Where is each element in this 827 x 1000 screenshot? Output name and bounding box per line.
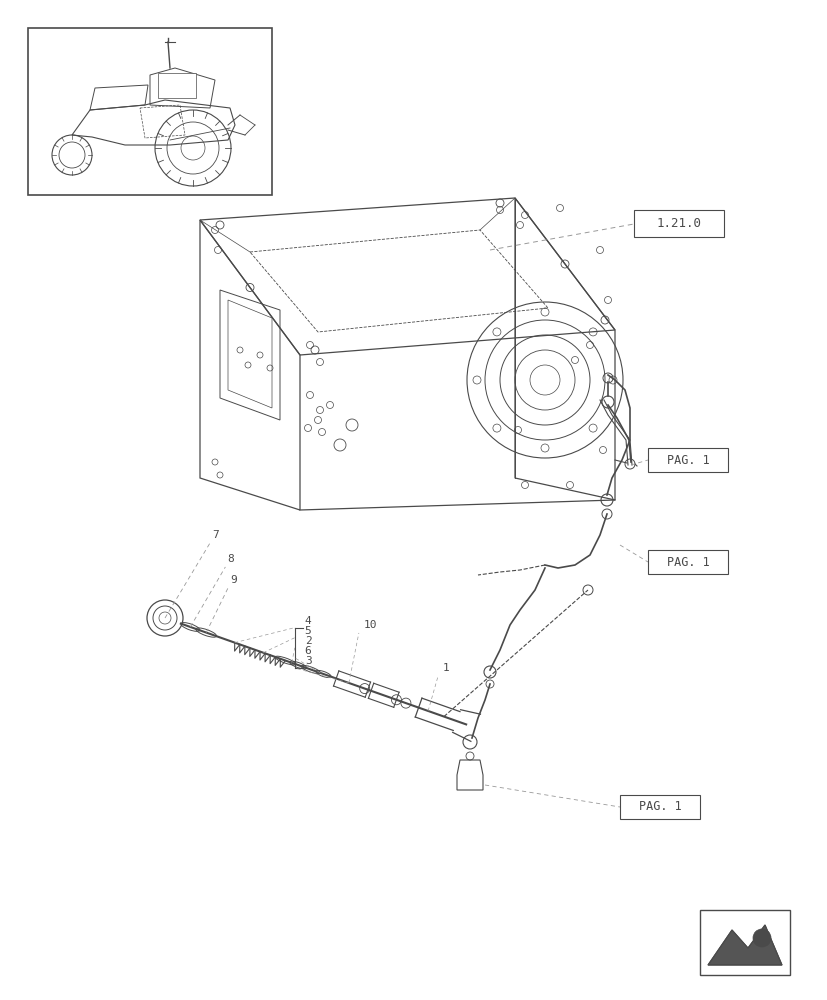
Bar xyxy=(619,795,699,819)
Text: 2: 2 xyxy=(304,636,311,646)
Bar xyxy=(633,210,723,237)
Text: 3: 3 xyxy=(304,656,311,666)
Bar xyxy=(28,28,272,195)
Text: 6: 6 xyxy=(304,646,311,656)
Text: 10: 10 xyxy=(363,620,377,630)
Text: 1: 1 xyxy=(442,663,449,673)
Text: 8: 8 xyxy=(227,554,234,564)
Text: 7: 7 xyxy=(212,530,218,540)
Text: PAG. 1: PAG. 1 xyxy=(666,454,709,466)
Circle shape xyxy=(752,929,770,947)
Text: 4: 4 xyxy=(304,616,311,626)
Bar xyxy=(648,448,727,472)
Bar xyxy=(648,550,727,574)
Bar xyxy=(158,73,196,98)
Text: 1.21.0: 1.21.0 xyxy=(656,217,700,230)
Text: PAG. 1: PAG. 1 xyxy=(638,800,681,814)
Polygon shape xyxy=(707,925,781,965)
Bar xyxy=(699,910,789,975)
Text: PAG. 1: PAG. 1 xyxy=(666,556,709,568)
Text: 5: 5 xyxy=(304,626,311,636)
Text: 9: 9 xyxy=(230,575,237,585)
